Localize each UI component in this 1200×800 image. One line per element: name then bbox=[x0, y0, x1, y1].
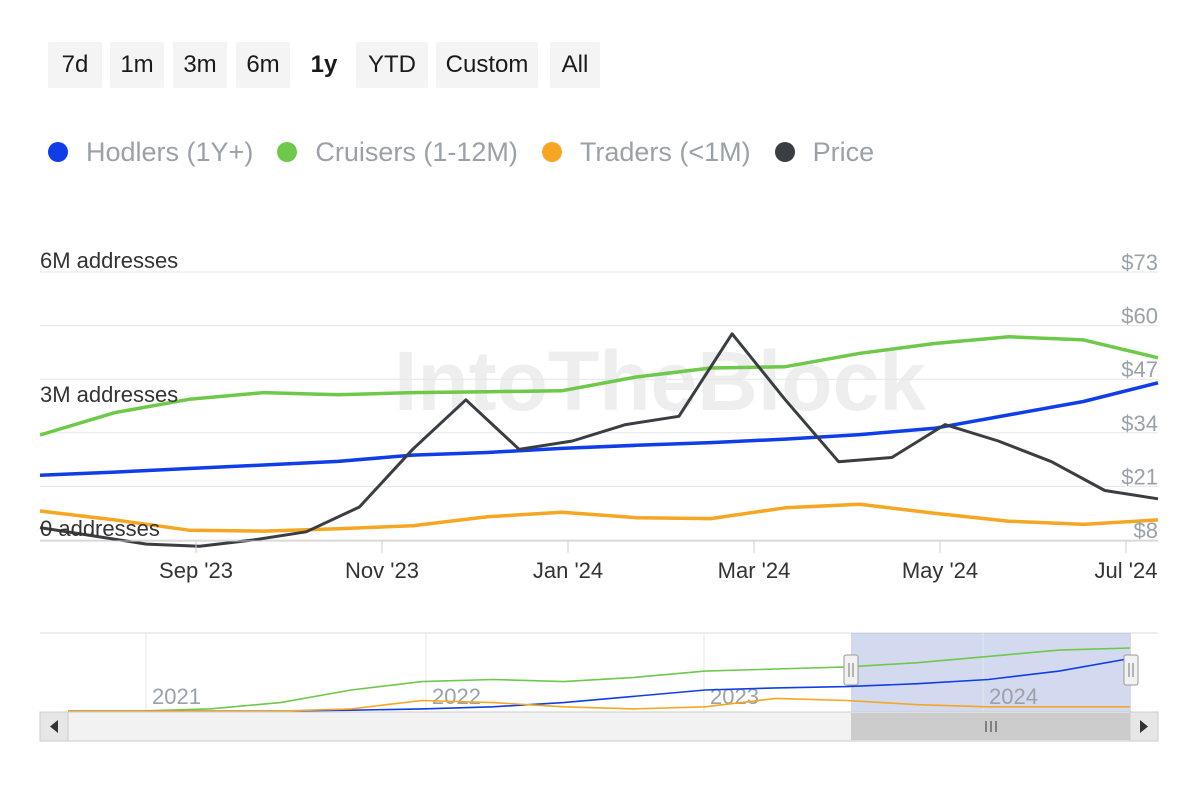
range-button-all[interactable]: All bbox=[550, 42, 600, 88]
y-left-label: 6M addresses bbox=[40, 248, 178, 273]
scroll-left-button[interactable] bbox=[39, 711, 69, 742]
axes: $73 $60 $47 $34 $21 $8 6M addresses 3M addresse… bbox=[40, 248, 1158, 583]
y-right-label: $73 bbox=[1121, 250, 1158, 275]
series-line-hodlers bbox=[39, 381, 1159, 477]
legend-dot-cruisers bbox=[277, 142, 298, 162]
legend-label-hodlers: Hodlers (1Y+) bbox=[86, 136, 254, 167]
navigator-year-label: 2023 bbox=[710, 684, 759, 709]
legend-item-price[interactable]: Price bbox=[774, 136, 875, 168]
series-line-traders bbox=[39, 502, 1159, 533]
watermark: IntoTheBlock bbox=[394, 334, 926, 428]
x-tick-label: Nov '23 bbox=[345, 558, 419, 583]
legend-item-traders[interactable]: Traders (<1M) bbox=[541, 136, 751, 168]
range-button-7d[interactable]: 7d bbox=[48, 42, 102, 88]
navigator-handle-left[interactable] bbox=[843, 654, 859, 686]
y-right-label: $60 bbox=[1121, 304, 1158, 329]
handle-body[interactable] bbox=[1123, 654, 1139, 686]
legend-item-hodlers[interactable]: Hodlers (1Y+) bbox=[48, 137, 253, 168]
chart-legend: Hodlers (1Y+) Cruisers (1-12M) Traders (… bbox=[48, 130, 898, 174]
navigator-handle-right[interactable] bbox=[1123, 654, 1139, 686]
range-button-6m[interactable]: 6m bbox=[236, 42, 290, 88]
navigator-line bbox=[68, 657, 1131, 712]
range-button-ytd[interactable]: YTD bbox=[356, 42, 428, 88]
chevron-left-icon bbox=[50, 720, 58, 733]
navigator-line bbox=[68, 697, 1130, 712]
range-button-custom[interactable]: Custom bbox=[436, 42, 538, 88]
navigator-year-label: 2021 bbox=[152, 684, 201, 709]
series-lines bbox=[39, 332, 1159, 548]
legend-dot-price bbox=[774, 142, 795, 162]
navigator-year-label: 2022 bbox=[432, 684, 481, 709]
x-tick-label: Sep '23 bbox=[159, 558, 233, 583]
series-line-price bbox=[39, 332, 1159, 548]
range-button-1y[interactable]: 1y bbox=[310, 51, 338, 78]
navigator: 2021 2022 2023 2024 bbox=[39, 632, 1159, 742]
navigator-year-label: 2024 bbox=[989, 684, 1038, 709]
y-left-label: 3M addresses bbox=[40, 382, 178, 407]
navigator-selection[interactable] bbox=[851, 633, 1131, 712]
x-tick-label: May '24 bbox=[902, 558, 978, 583]
scroll-right-button[interactable] bbox=[1129, 711, 1159, 742]
scrollbar-thumb[interactable] bbox=[851, 713, 1130, 740]
legend-dot-traders bbox=[541, 142, 562, 162]
scrollbar-track[interactable] bbox=[39, 711, 1159, 742]
handle-body[interactable] bbox=[843, 654, 859, 686]
legend-dot-hodlers bbox=[48, 142, 68, 162]
gridlines bbox=[40, 271, 1158, 541]
chevron-right-icon bbox=[1140, 720, 1148, 733]
legend-label-traders: Traders (<1M) bbox=[579, 136, 751, 167]
legend-label-cruisers: Cruisers (1-12M) bbox=[315, 136, 518, 167]
legend-label-price: Price bbox=[812, 136, 875, 167]
y-right-label: $47 bbox=[1121, 357, 1158, 382]
x-tick-label: Jul '24 bbox=[1095, 558, 1158, 583]
x-tick-label: Jan '24 bbox=[533, 558, 603, 583]
y-right-label: $34 bbox=[1121, 411, 1158, 436]
legend-item-cruisers[interactable]: Cruisers (1-12M) bbox=[277, 137, 518, 168]
range-button-3m[interactable]: 3m bbox=[173, 42, 227, 88]
y-right-label: $21 bbox=[1121, 464, 1158, 489]
series-line-cruisers bbox=[39, 335, 1159, 437]
y-left-label: 0 addresses bbox=[40, 516, 160, 541]
range-button-1m[interactable]: 1m bbox=[110, 42, 164, 88]
navigator-line bbox=[68, 647, 1131, 712]
x-tick-label: Mar '24 bbox=[718, 558, 791, 583]
y-right-label: $8 bbox=[1134, 518, 1158, 543]
